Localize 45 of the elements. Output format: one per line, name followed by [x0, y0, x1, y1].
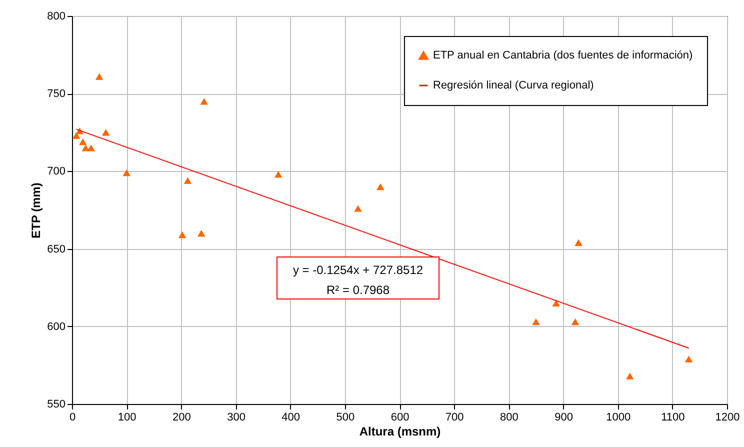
point	[376, 183, 384, 190]
x-tick-label: 300	[227, 412, 246, 424]
point	[571, 318, 580, 326]
x-tick-label: 900	[554, 412, 573, 424]
point	[122, 169, 130, 176]
legend-label: ETP anual en Cantabria (dos fuentes de información)	[433, 50, 693, 62]
point	[102, 129, 110, 136]
point	[354, 205, 362, 212]
point	[626, 372, 634, 380]
x-tick-label: 0	[69, 412, 76, 424]
point	[87, 144, 95, 152]
x-axis-title: Altura (msnm)	[359, 424, 441, 438]
y-tick-label: 750	[47, 88, 66, 100]
x-tick-label: 800	[500, 412, 518, 424]
point	[552, 300, 560, 306]
x-tick-label: 200	[172, 412, 191, 424]
x-tick-label: 100	[118, 412, 136, 424]
point	[197, 230, 206, 237]
point	[200, 98, 208, 105]
y-axis-title: ETP (mm)	[29, 182, 44, 238]
y-tick-label: 800	[47, 10, 66, 22]
x-tick-label: 700	[445, 412, 464, 424]
y-tick-label: 700	[47, 166, 66, 178]
legend-label: Regresión lineal (Curva regional)	[433, 80, 594, 92]
x-tick-label: 1200	[715, 412, 740, 424]
point	[184, 177, 192, 184]
point	[82, 144, 90, 152]
y-tick-label: 600	[47, 320, 66, 333]
point	[178, 231, 186, 238]
point	[532, 318, 540, 326]
x-tick-label: 1100	[661, 412, 685, 424]
x-tick-label: 1000	[606, 412, 631, 424]
point	[79, 138, 87, 146]
point	[95, 73, 104, 80]
annotation: y = -0.1254x + 727.8512	[292, 263, 424, 277]
point	[684, 356, 693, 362]
x-tick-label: 400	[282, 412, 300, 424]
point	[574, 239, 582, 246]
point	[72, 132, 80, 139]
annotation: R² = 0.7968	[326, 283, 390, 297]
y-tick-label: 650	[47, 243, 66, 256]
x-tick-label: 600	[390, 412, 410, 424]
x-tick-label: 500	[336, 412, 355, 424]
point	[274, 170, 282, 178]
y-tick-label: 550	[47, 398, 66, 410]
